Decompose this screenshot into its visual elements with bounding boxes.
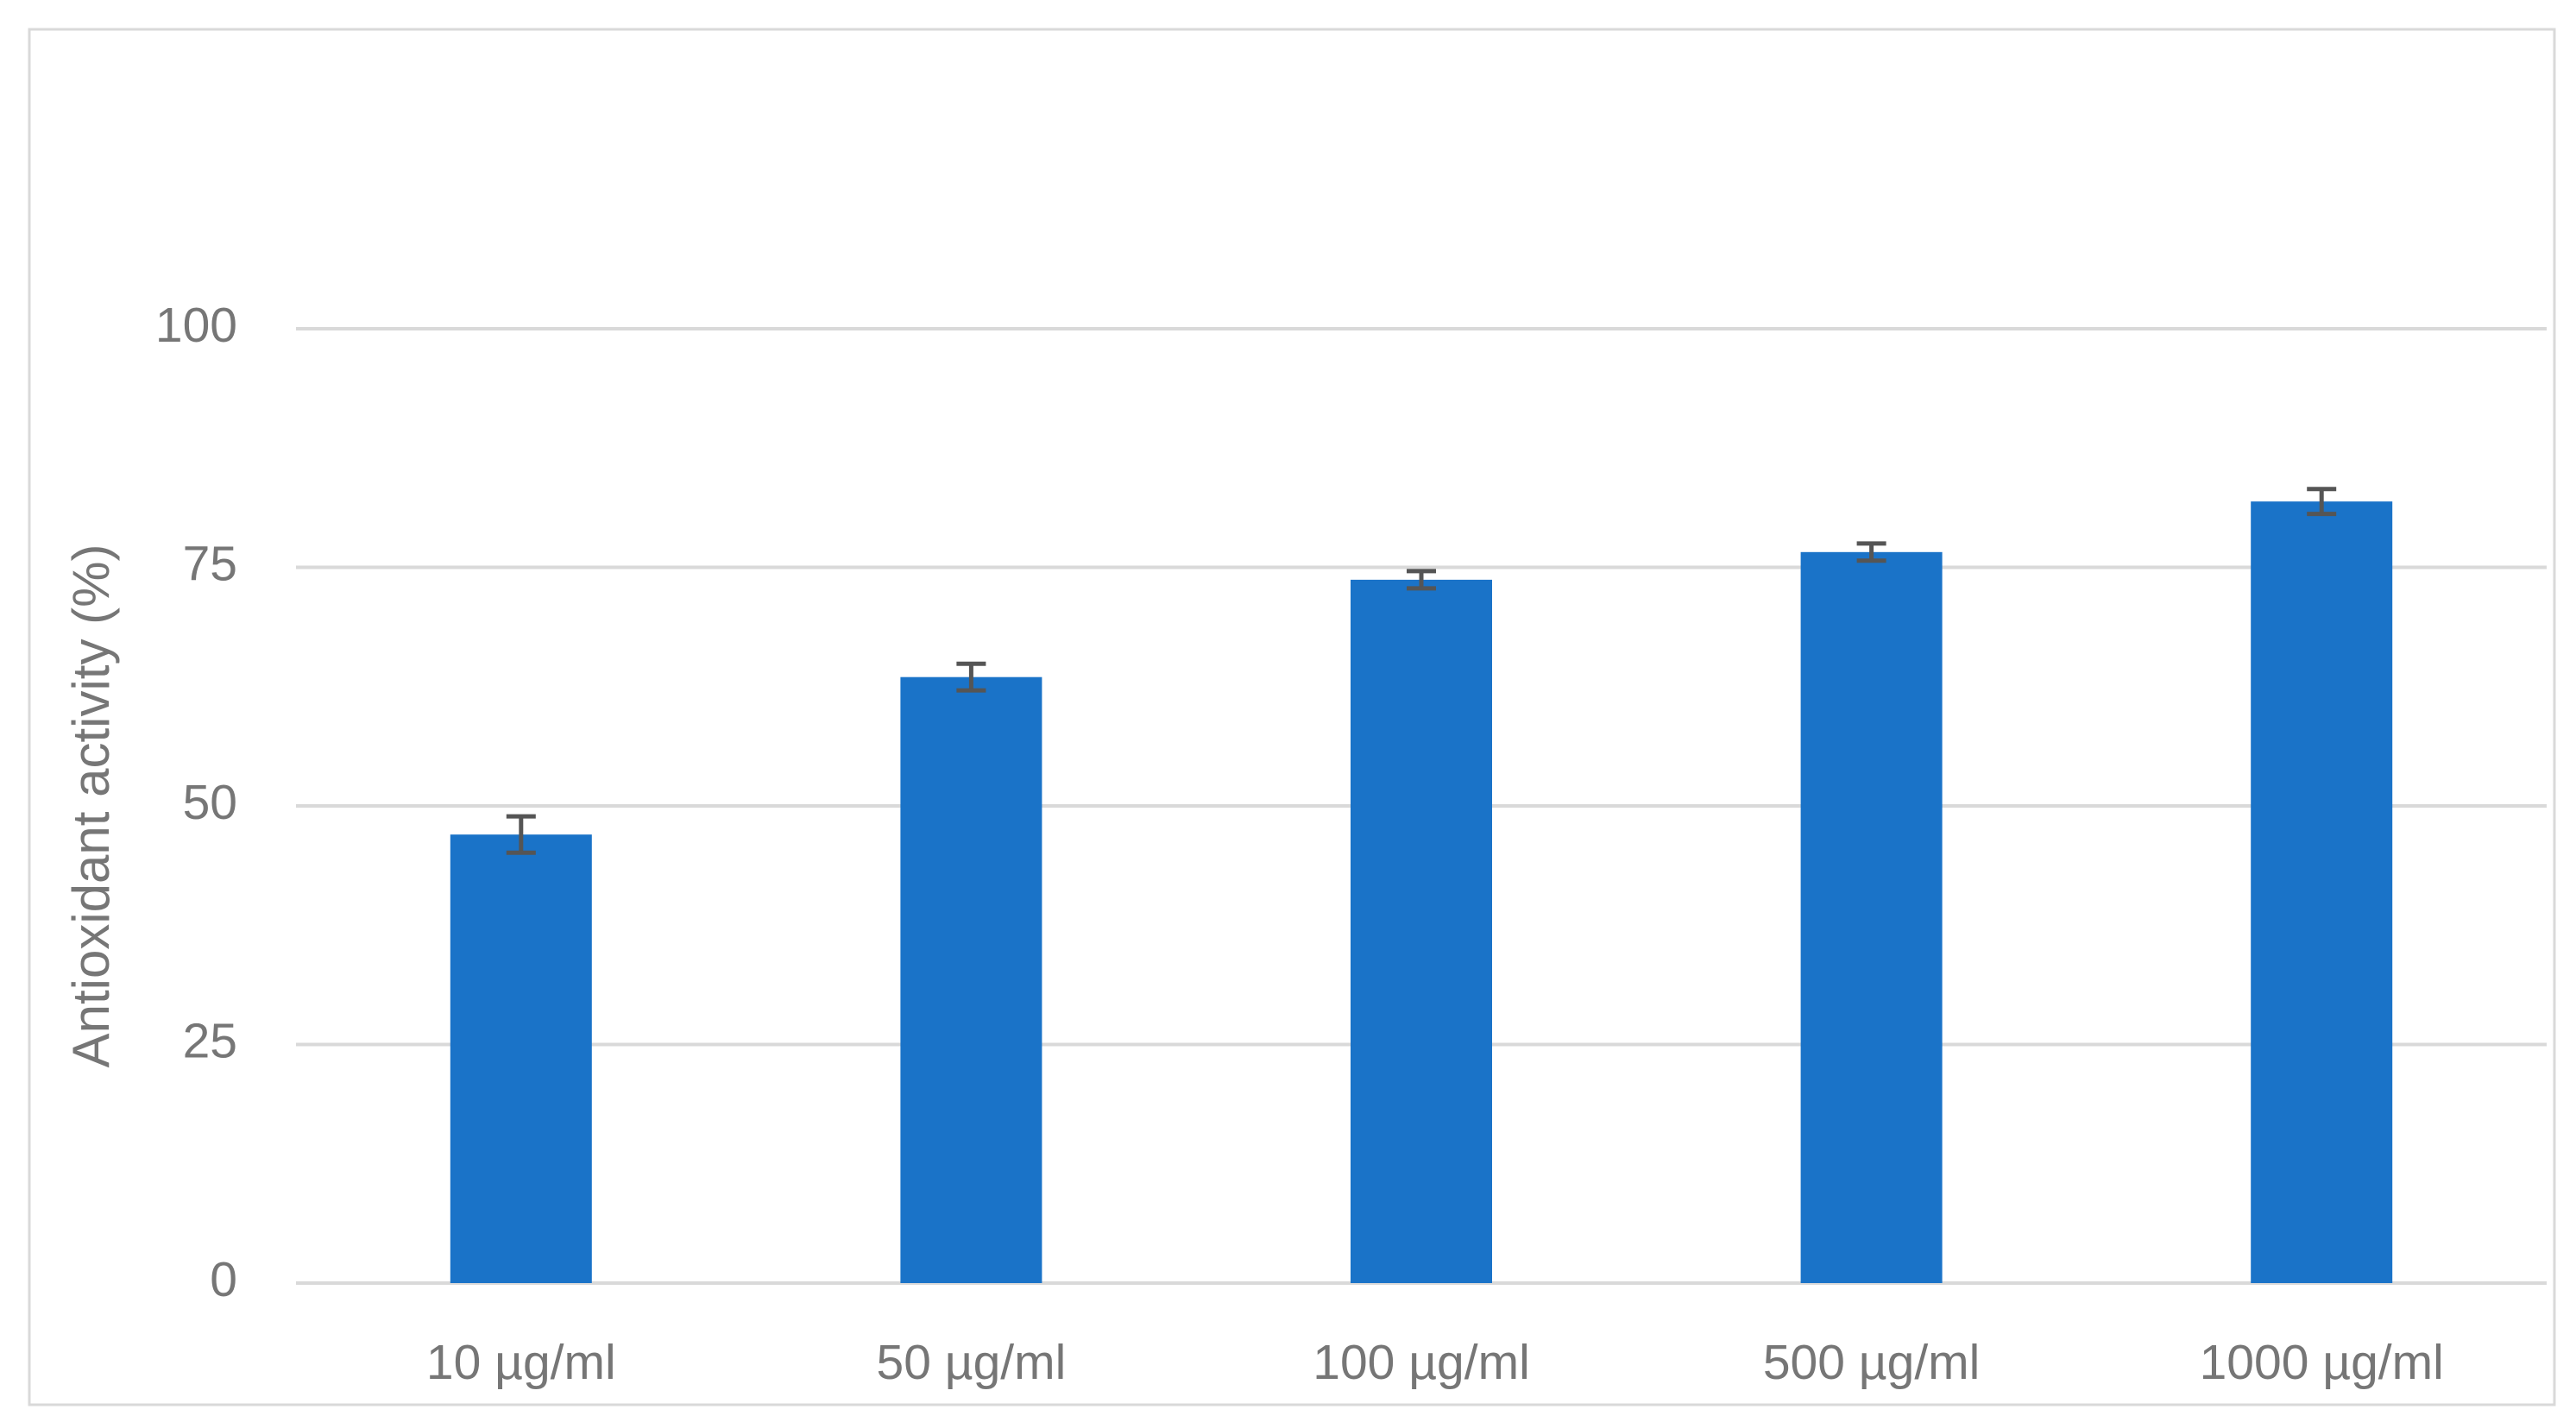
bar xyxy=(450,834,592,1283)
x-tick-label: 100 µg/ml xyxy=(1313,1335,1529,1390)
error-bar xyxy=(1856,541,1886,563)
bar xyxy=(1800,551,1943,1283)
error-bar xyxy=(2307,487,2337,517)
bar xyxy=(2251,501,2393,1283)
chart-border xyxy=(28,28,2556,1406)
error-bar xyxy=(956,661,986,693)
y-tick-label: 50 xyxy=(183,775,237,830)
y-tick-label: 25 xyxy=(183,1014,237,1069)
bar xyxy=(1351,579,1492,1283)
x-tick-label: 10 µg/ml xyxy=(426,1335,616,1390)
x-tick-label: 1000 µg/ml xyxy=(2200,1335,2444,1390)
y-tick-label: 0 xyxy=(210,1252,237,1307)
error-bar xyxy=(1407,569,1436,591)
bar xyxy=(900,676,1042,1283)
y-tick-label: 75 xyxy=(183,537,237,592)
x-tick-label: 50 µg/ml xyxy=(877,1335,1067,1390)
y-tick-label: 100 xyxy=(155,298,237,353)
x-tick-label: 500 µg/ml xyxy=(1763,1335,1980,1390)
error-bar xyxy=(506,814,536,855)
y-axis-title: Antioxidant activity (%) xyxy=(62,544,120,1068)
